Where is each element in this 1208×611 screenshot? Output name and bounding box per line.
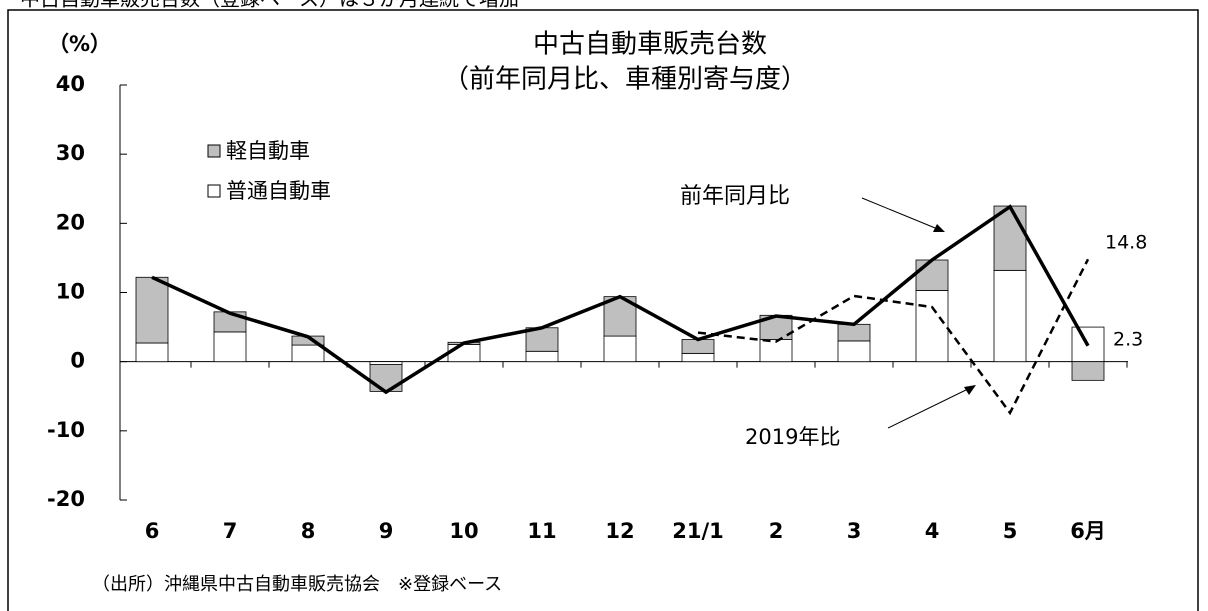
line: [151, 204, 1090, 395]
bar-segment: [525, 350, 559, 363]
legend-label: 軽自動車: [226, 139, 310, 163]
bar-segment: [213, 331, 247, 363]
legend-label: 普通自動車: [226, 179, 331, 203]
x-tick-label: 6月: [1070, 519, 1106, 543]
x-tick-label: 6: [145, 519, 160, 543]
bar-segment: [447, 343, 481, 363]
legend-swatch: [207, 144, 221, 158]
y-tick-label: -20: [47, 487, 85, 511]
x-tick-label: 12: [605, 519, 634, 543]
chart-subtitle: （前年同月比、車種別寄与度）: [443, 65, 807, 95]
bar-segment: [135, 342, 169, 363]
arrow-head: [933, 224, 945, 232]
bar-segment: [837, 323, 871, 342]
line: [697, 258, 1090, 416]
x-tick-label: 5: [1003, 519, 1018, 543]
bar-segment: [603, 335, 637, 363]
y-tick-label: -10: [47, 418, 85, 442]
bar-segment: [993, 205, 1027, 271]
bar-segment: [369, 361, 403, 365]
x-tick-label: 9: [379, 519, 394, 543]
y-tick-label: 30: [56, 141, 85, 165]
x-tick-label: 7: [223, 519, 238, 543]
annotation: 2019年比: [745, 425, 840, 449]
bar-segment: [1071, 361, 1105, 381]
bar-segment: [291, 344, 325, 363]
data-label: 14.8: [1105, 232, 1147, 254]
y-tick-label: 40: [56, 72, 85, 96]
bar-segment: [915, 290, 949, 363]
y-tick-label: 20: [56, 210, 85, 234]
x-tick-label: 21/1: [672, 519, 724, 543]
header: 中古自動車販売台数（登録ベース）は３か月連続で増加: [20, 0, 519, 11]
x-tick-label: 8: [301, 519, 316, 543]
legend-swatch: [207, 184, 221, 198]
x-tick-label: 4: [925, 519, 940, 543]
annotation-arrow: [861, 197, 941, 231]
bar-segment: [681, 352, 715, 363]
annotation: 前年同月比: [680, 184, 790, 209]
x-tick-label: 10: [449, 519, 478, 543]
bar-segment: [369, 364, 403, 392]
bar-segment: [993, 269, 1027, 363]
bar-segment: [681, 339, 715, 354]
annotation-arrow: [887, 387, 971, 429]
bar-segment: [837, 340, 871, 363]
y-tick-label: 0: [70, 349, 85, 373]
bar-segment: [135, 276, 169, 344]
x-tick-label: 3: [847, 519, 862, 543]
y-label: （%）: [48, 32, 111, 56]
arrow-head: [964, 385, 976, 395]
data-label: 2.3: [1113, 329, 1143, 351]
y-tick-label: 10: [56, 280, 85, 304]
source: （出所）沖縄県中古自動車販売協会 ※登録ベース: [92, 574, 502, 595]
bar-segment: [915, 259, 949, 291]
chart-title: 中古自動車販売台数: [533, 30, 767, 60]
x-tick-label: 11: [527, 519, 556, 543]
x-tick-label: 2: [769, 519, 784, 543]
frame: [7, 9, 1199, 611]
